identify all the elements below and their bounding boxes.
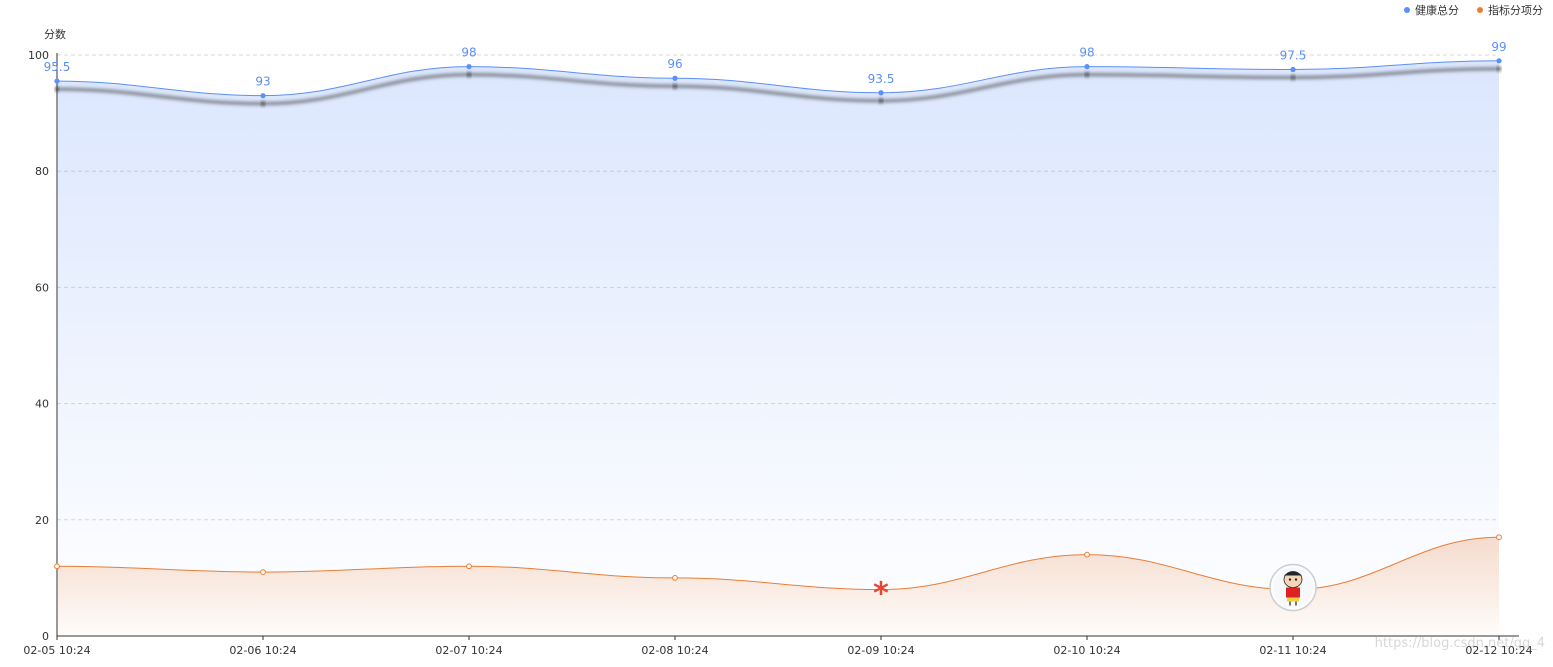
data-label: 97.5	[1280, 49, 1307, 63]
data-label: 98	[1079, 46, 1094, 60]
series-point	[878, 90, 884, 96]
series-point-shadow	[1084, 72, 1090, 78]
x-tick-label: 02-05 10:24	[23, 644, 90, 657]
x-tick-label: 02-07 10:24	[435, 644, 502, 657]
x-tick-label: 02-09 10:24	[847, 644, 914, 657]
y-axis-title: 分数	[44, 28, 66, 41]
x-tick-label: 02-06 10:24	[229, 644, 296, 657]
data-label: 95.5	[44, 60, 71, 74]
series-line	[56, 60, 1500, 97]
series-point	[260, 93, 266, 99]
series-point-shadow	[1290, 74, 1296, 81]
x-tick-label: 02-12 10:24	[1465, 644, 1532, 657]
series-point-shadow	[672, 83, 678, 89]
data-label: 93.5	[868, 72, 895, 86]
data-label: 98	[461, 46, 476, 60]
series-point-shadow	[1496, 66, 1502, 72]
series-point	[1290, 66, 1296, 73]
watermark: https://blog.csdn.net/qq_4	[1374, 636, 1545, 651]
series-point-shadow	[260, 101, 266, 107]
y-tick-label: 40	[35, 398, 49, 411]
y-tick-label: 0	[42, 630, 49, 643]
x-tick-label: 02-10 10:24	[1053, 644, 1120, 657]
legend-dot-icon	[1404, 7, 1410, 13]
series-point	[672, 75, 678, 81]
legend-dot-icon	[1477, 7, 1483, 13]
series-area	[57, 60, 1499, 637]
series-line-shadow	[56, 67, 1500, 106]
data-label: 96	[667, 57, 682, 71]
series-point	[1084, 64, 1090, 70]
series-point	[54, 78, 60, 84]
x-tick-label: 02-08 10:24	[641, 644, 708, 657]
y-tick-label: 100	[28, 49, 49, 62]
legend: 健康总分 指标分项分	[1404, 2, 1543, 18]
series-point-shadow	[878, 98, 884, 104]
series-point-shadow	[466, 72, 472, 78]
y-tick-label: 60	[35, 281, 49, 294]
legend-item-indicator-score[interactable]: 指标分项分	[1477, 2, 1543, 18]
legend-label: 健康总分	[1415, 4, 1459, 17]
y-tick-label: 20	[35, 514, 49, 527]
legend-item-health-total[interactable]: 健康总分	[1404, 2, 1459, 18]
data-label: 99	[1491, 40, 1506, 54]
legend-label: 指标分项分	[1488, 4, 1543, 17]
y-tick-label: 80	[35, 165, 49, 178]
series-point-shadow	[54, 86, 60, 92]
series-point	[1496, 58, 1502, 64]
series-point	[466, 64, 472, 70]
data-label: 93	[255, 75, 270, 89]
x-tick-label: 02-11 10:24	[1259, 644, 1326, 657]
